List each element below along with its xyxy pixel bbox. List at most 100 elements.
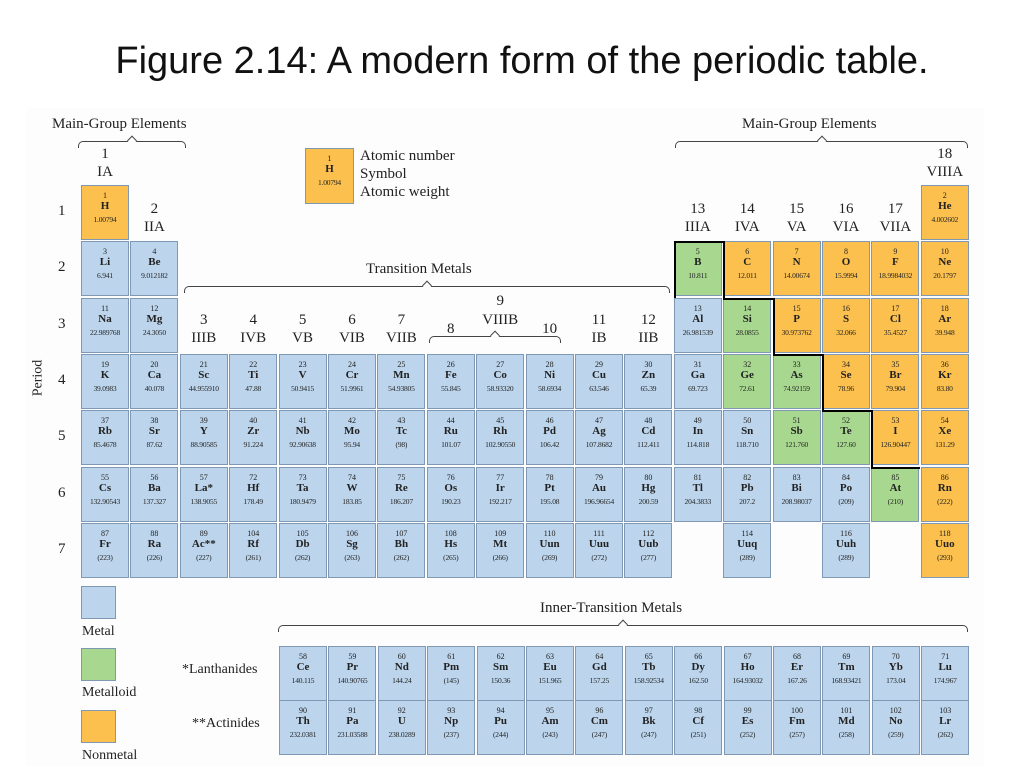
- element-cell-ra: 88 Ra (226): [130, 522, 179, 578]
- element-symbol: Pm: [443, 661, 460, 673]
- atomic-weight: 95.94: [344, 440, 360, 450]
- group-number: 4: [249, 312, 257, 328]
- atomic-number: 44: [446, 416, 455, 426]
- element-cell-u: 92 U 238.0289: [377, 700, 426, 755]
- atomic-number: 11: [101, 303, 109, 313]
- atomic-number: 15: [792, 303, 801, 313]
- group-header: 10: [526, 320, 574, 338]
- group-roman-numeral: IVB: [240, 330, 267, 346]
- group-header: 6 VIB: [328, 311, 376, 347]
- element-symbol: Cr: [345, 368, 359, 381]
- group-number: 8: [447, 321, 455, 337]
- atomic-number: 66: [694, 652, 703, 661]
- element-symbol: Bi: [791, 481, 802, 494]
- period-number: 4: [58, 371, 66, 388]
- group-number: 13: [690, 201, 706, 217]
- element-symbol: Nd: [394, 661, 409, 673]
- atomic-weight: 114.818: [686, 440, 710, 450]
- atomic-number: 28: [545, 359, 554, 369]
- metal-nonmetal-divider: [871, 410, 874, 468]
- element-cell-fr: 87 Fr (223): [81, 522, 129, 578]
- atomic-weight: 137.327: [142, 496, 166, 506]
- group-header: 18 VIIIA: [921, 145, 969, 181]
- element-cell-pb: 82 Pb 207.2: [723, 466, 772, 522]
- atomic-weight: 28.0855: [735, 327, 759, 337]
- element-cell-c: 6 C 12.011: [723, 241, 772, 297]
- atomic-weight: 101.07: [441, 440, 461, 450]
- group-header: 17 VIIA: [871, 200, 919, 236]
- element-cell-at: 85 At (210): [871, 466, 920, 522]
- element-cell-sg: 106 Sg (263): [328, 522, 376, 578]
- group-roman-numeral: VIIIB: [482, 312, 519, 328]
- element-symbol: Yb: [888, 661, 903, 673]
- atomic-weight: 200.59: [638, 496, 659, 506]
- group-number: 18: [937, 146, 953, 162]
- element-cell-xe: 54 Xe 131.29: [920, 410, 969, 466]
- element-cell-cf: 98 Cf (251): [674, 700, 723, 755]
- atomic-weight: 63.546: [589, 383, 609, 393]
- group-number: 12: [640, 312, 656, 328]
- element-symbol: Cd: [641, 425, 656, 438]
- element-cell-sn: 50 Sn 118.710: [723, 410, 772, 466]
- element-symbol: Hg: [641, 481, 656, 494]
- atomic-number: 46: [545, 416, 554, 426]
- element-cell-lu: 71 Lu 174.967: [921, 646, 970, 701]
- atomic-weight: 232.0381: [289, 730, 317, 739]
- element-symbol: Br: [889, 368, 902, 381]
- atomic-weight: 26.981539: [682, 327, 713, 337]
- element-symbol: Be: [148, 256, 161, 269]
- atomic-number: 80: [644, 472, 653, 482]
- atomic-number: 33: [792, 359, 801, 369]
- element-symbol: Pd: [543, 425, 557, 438]
- atomic-weight: 140.115: [291, 676, 315, 685]
- atomic-weight: 196.96654: [583, 496, 615, 506]
- element-symbol: Uub: [638, 537, 659, 550]
- element-symbol: Tb: [642, 661, 656, 673]
- element-cell-be: 4 Be 9.012182: [130, 241, 179, 297]
- atomic-number: 89: [199, 528, 208, 538]
- atomic-weight: (261): [245, 552, 261, 562]
- atomic-weight: 173.04: [886, 676, 906, 685]
- element-cell-hs: 108 Hs (265): [426, 522, 475, 578]
- element-cell-nd: 60 Nd 144.24: [377, 646, 426, 701]
- inner-transition-metals-label: Inner-Transition Metals: [540, 600, 683, 616]
- atomic-number: 71: [941, 652, 950, 661]
- element-symbol: Ta: [296, 481, 309, 494]
- atomic-number: 40: [249, 416, 258, 426]
- atomic-weight: (247): [641, 730, 657, 739]
- element-symbol: Rn: [937, 481, 952, 494]
- atomic-weight: 238.0289: [388, 730, 416, 739]
- group-header: 9 VIIIB: [476, 292, 524, 330]
- group-roman-numeral: IB: [591, 330, 607, 346]
- element-symbol: Fe: [444, 368, 457, 381]
- atomic-weight: 14.00674: [783, 271, 810, 281]
- atomic-number: 13: [693, 303, 702, 313]
- atomic-number: 75: [397, 472, 406, 482]
- element-symbol: Ar: [938, 312, 952, 325]
- group-roman-numeral: VIIIA: [926, 164, 964, 180]
- atomic-number: 47: [595, 416, 603, 426]
- atomic-weight: 22.989768: [89, 327, 121, 337]
- group-roman-numeral: VIIA: [879, 219, 912, 235]
- element-cell-uuu: 111 Uuu (272): [575, 522, 623, 578]
- element-symbol: Ag: [592, 425, 606, 438]
- element-cell-n: 7 N 14.00674: [772, 241, 821, 297]
- actinides-label: **Actinides: [192, 716, 260, 731]
- group-number: 7: [397, 312, 406, 328]
- atomic-weight: 4.002602: [931, 215, 959, 224]
- atomic-weight: 112.411: [637, 440, 660, 450]
- group-8-10-bracket: [429, 336, 561, 343]
- element-symbol: Cs: [98, 481, 112, 494]
- period-axis-label: Period: [30, 359, 46, 397]
- atomic-number: 62: [496, 652, 505, 661]
- element-symbol: Ir: [495, 481, 505, 494]
- element-cell-ar: 18 Ar 39.948: [920, 297, 969, 353]
- element-symbol: Lr: [939, 715, 952, 727]
- atomic-weight: (98): [395, 440, 408, 450]
- element-symbol: Mg: [146, 312, 163, 325]
- element-cell-bi: 83 Bi 208.98037: [772, 466, 821, 522]
- element-cell-fm: 100 Fm (257): [773, 700, 821, 755]
- element-cell-ca: 20 Ca 40.078: [130, 353, 179, 409]
- atomic-weight: 140.90765: [337, 676, 368, 685]
- atomic-weight: 207.2: [739, 496, 756, 506]
